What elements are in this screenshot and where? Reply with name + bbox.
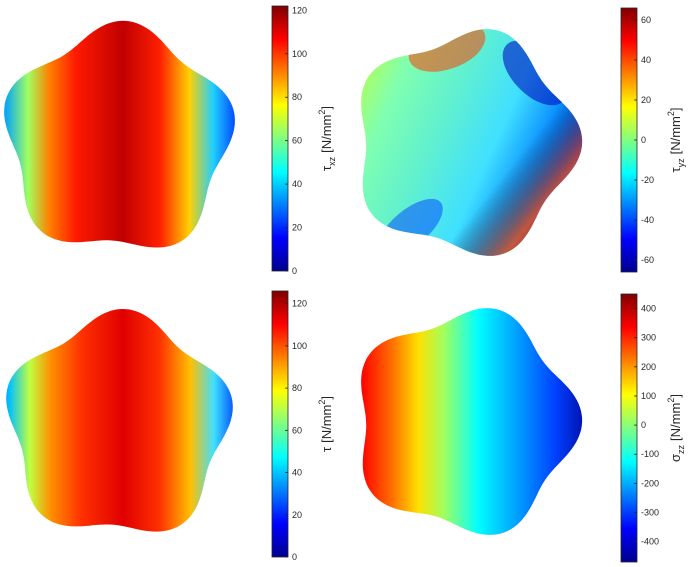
panel-tau-yz: -60 -40 -20 0 20 40 60 τyz[N/mm2] — [361, 7, 686, 273]
colorbar-tick-label: 20 — [641, 95, 651, 105]
colorbar-tick-label: 60 — [292, 425, 302, 435]
colorbar-tick-label: 100 — [292, 49, 307, 59]
colorbar-tick-label: 40 — [292, 468, 302, 478]
colorbar-tick-label: 0 — [292, 552, 297, 562]
colorbar-tick-label: -200 — [641, 478, 659, 488]
contour-field-tau-yz — [361, 29, 583, 256]
colorbar-tick-label: 120 — [292, 299, 307, 309]
colorbar-tick-label: 40 — [292, 179, 302, 189]
colorbar-tick-label: -60 — [641, 255, 654, 265]
colorbar-tick-label: -300 — [641, 507, 659, 517]
colorbar-tick-label: 60 — [641, 15, 651, 25]
colorbar-tick-label: 80 — [292, 92, 302, 102]
colorbar-tick-label: 300 — [641, 333, 656, 343]
colorbar-tick-label: 0 — [641, 135, 646, 145]
colorbar-tick-label: 400 — [641, 304, 656, 314]
colorbar-tick-label: 0 — [292, 266, 297, 276]
colorbar-label: σzz[N/mm2] — [666, 394, 686, 462]
colorbar-tick-label: 20 — [292, 223, 302, 233]
colorbar-tick-label: -40 — [641, 215, 654, 225]
colorbar-tick-label: -100 — [641, 449, 659, 459]
contour-field-tau-xz — [4, 20, 235, 248]
panel-tau: 0 20 40 60 80 100 120 τ[N/mm2] — [6, 290, 334, 562]
colorbar-tick-label: 60 — [292, 136, 302, 146]
colorbar-tick-label: 0 — [641, 420, 646, 430]
colorbar-tick-label: 80 — [292, 383, 302, 393]
colorbar-sigma-zz — [620, 293, 638, 563]
colorbar-tick-label: -400 — [641, 537, 659, 547]
colorbar-label: τxz[N/mm2] — [317, 106, 337, 171]
colorbar-label: τyz[N/mm2] — [666, 107, 686, 172]
panel-sigma-zz: -400 -300 -200 -100 0 100 200 300 400 σzz[N/mm2] — [361, 293, 686, 563]
colorbar-tick-label: -20 — [641, 175, 654, 185]
colorbar-tick-label: 100 — [292, 341, 307, 351]
contour-field-tau — [6, 309, 233, 532]
colorbar-tick-label: 200 — [641, 362, 656, 372]
colorbar-tick-label: 40 — [641, 55, 651, 65]
colorbar-tau-xz — [271, 5, 289, 272]
colorbar-tick-label: 20 — [292, 510, 302, 520]
panel-tau-xz: 0 20 40 60 80 100 120 τxz[N/mm2] — [4, 5, 337, 276]
colorbar-tick-label: 100 — [641, 391, 656, 401]
colorbar-label: τ[N/mm2] — [317, 396, 334, 452]
colorbar-tick-label: 120 — [292, 5, 307, 15]
colorbar-tau — [271, 290, 289, 558]
contour-field-sigma-zz — [361, 308, 583, 535]
